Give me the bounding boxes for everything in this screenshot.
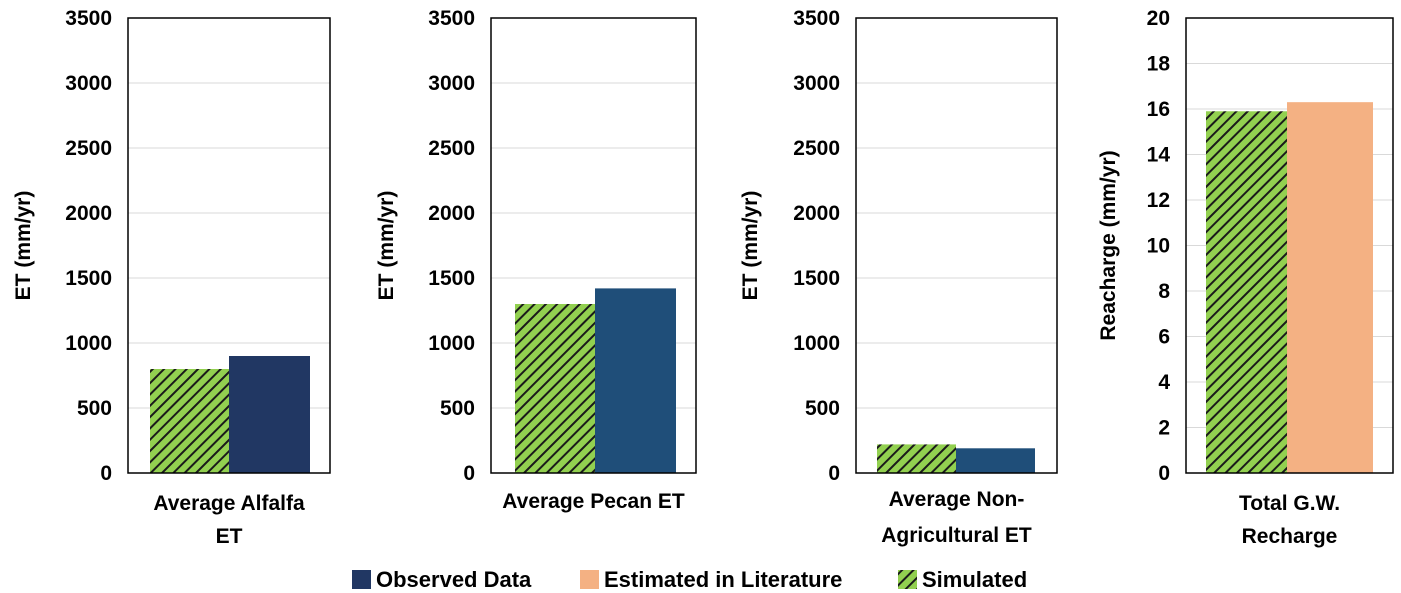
y-axis-label: Reacharge (mm/yr)	[1097, 150, 1120, 340]
y-tick-label: 3500	[65, 7, 112, 30]
y-tick-label: 1500	[793, 267, 840, 290]
bar-simulated	[515, 304, 595, 473]
chart-panel-3: 0 500 1000 1500 2000 2500 3000 3500 ET (mm/yr) Av…	[739, 7, 1058, 547]
y-tick-label: 3000	[793, 72, 840, 95]
bar-estimated-in-literature	[1287, 102, 1373, 474]
y-tick-label: 2000	[65, 202, 112, 225]
y-tick-label: 2500	[793, 137, 840, 160]
y-axis-label: ET (mm/yr)	[375, 191, 398, 301]
y-tick-label: 10	[1147, 235, 1170, 258]
y-tick-label: 0	[100, 462, 112, 485]
bar-simulated	[877, 444, 956, 473]
legend-label: Estimated in Literature	[604, 567, 842, 592]
y-tick-label: 0	[828, 462, 840, 485]
y-tick-label: 2500	[428, 137, 475, 160]
legend-label: Observed Data	[376, 567, 532, 592]
bar-observed-data	[956, 448, 1035, 473]
y-tick-label: 1000	[793, 332, 840, 355]
y-tick-label: 14	[1147, 144, 1171, 167]
legend-label: Simulated	[922, 567, 1027, 592]
y-axis-label: ET (mm/yr)	[739, 191, 762, 301]
y-tick-label: 0	[463, 462, 475, 485]
y-tick-label: 500	[805, 397, 840, 420]
y-tick-label: 500	[440, 397, 475, 420]
y-tick-label: 3500	[428, 7, 475, 30]
legend-swatch	[580, 570, 599, 589]
y-tick-label: 3000	[428, 72, 475, 95]
y-tick-label: 1500	[65, 267, 112, 290]
y-tick-label: 500	[77, 397, 112, 420]
category-label: Average Alfalfa	[153, 492, 305, 515]
y-tick-label: 1500	[428, 267, 475, 290]
legend-swatch	[352, 570, 371, 589]
plot-frame	[1185, 17, 1394, 474]
bar-simulated	[150, 369, 229, 473]
y-tick-label: 20	[1147, 7, 1170, 30]
bar-simulated	[1206, 111, 1287, 474]
category-label: Agricultural ET	[881, 524, 1032, 547]
y-tick-label: 1000	[428, 332, 475, 355]
legend: Observed Data Estimated in Literature Simu…	[352, 567, 1027, 592]
y-axis-label: ET (mm/yr)	[12, 191, 35, 301]
category-label: Average Pecan ET	[502, 490, 685, 513]
y-tick-label: 1000	[65, 332, 112, 355]
y-tick-label: 8	[1158, 280, 1170, 303]
category-label: Total G.W.	[1239, 492, 1340, 515]
category-label: Recharge	[1242, 525, 1338, 548]
category-label: Average Non-	[889, 488, 1025, 511]
plot-frame	[127, 17, 331, 474]
y-tick-label: 12	[1147, 189, 1170, 212]
y-tick-label: 3500	[793, 7, 840, 30]
plot-frame	[855, 17, 1058, 474]
legend-swatch	[898, 570, 917, 589]
y-tick-label: 0	[1158, 462, 1170, 485]
y-tick-label: 4	[1158, 371, 1170, 394]
plot-frame	[490, 17, 697, 474]
legend-item-simulated: Simulated	[898, 567, 1027, 592]
y-tick-label: 16	[1147, 98, 1170, 121]
y-tick-label: 3000	[65, 72, 112, 95]
chart-panel-4: 0 2 4 6 8 10 12 14 16 18 20 Reacharge (mm/yr) Total …	[1097, 7, 1394, 548]
y-tick-label: 6	[1158, 326, 1170, 349]
bar-observed-data	[229, 356, 310, 473]
y-tick-label: 2	[1158, 417, 1170, 440]
y-tick-label: 2000	[428, 202, 475, 225]
y-tick-label: 2500	[65, 137, 112, 160]
y-tick-label: 18	[1147, 53, 1171, 76]
legend-item-estimated: Estimated in Literature	[580, 567, 842, 592]
bar-observed-data	[595, 288, 676, 473]
y-tick-label: 2000	[793, 202, 840, 225]
category-label: ET	[216, 525, 243, 548]
chart-panel-1: 0 500 1000 1500 2000 2500 3000 3500 ET (mm/yr) Av…	[12, 7, 331, 548]
chart-panel-2: 0 500 1000 1500 2000 2500 3000 3500 ET (mm/yr) Av…	[375, 7, 697, 513]
legend-item-observed: Observed Data	[352, 567, 532, 592]
